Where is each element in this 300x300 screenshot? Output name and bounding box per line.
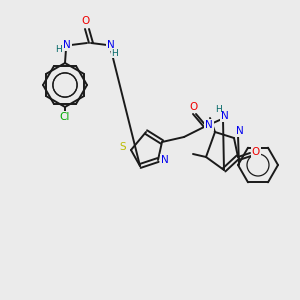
Text: N: N (221, 111, 229, 121)
Text: O: O (189, 102, 197, 112)
Text: N: N (161, 155, 169, 165)
Text: O: O (252, 147, 260, 157)
Text: O: O (189, 102, 197, 112)
Text: H: H (214, 104, 221, 113)
Text: N: N (236, 126, 244, 136)
Text: Cl: Cl (60, 112, 70, 122)
Text: S: S (120, 142, 126, 152)
Text: O: O (82, 16, 90, 26)
Text: O: O (82, 16, 90, 26)
Text: N: N (205, 120, 213, 130)
Text: N: N (161, 155, 169, 165)
Text: N: N (205, 120, 213, 130)
Text: H: H (112, 49, 118, 58)
Text: H: H (214, 104, 221, 113)
Text: N: N (63, 40, 71, 50)
Text: N: N (236, 126, 244, 136)
Text: N: N (221, 111, 229, 121)
Text: S: S (120, 142, 126, 152)
Text: N: N (107, 40, 115, 50)
Text: H: H (112, 49, 118, 58)
Text: O: O (252, 147, 260, 157)
Text: Cl: Cl (60, 112, 70, 122)
Text: N: N (107, 40, 115, 50)
Text: H: H (56, 46, 62, 55)
Text: H: H (56, 46, 62, 55)
Text: N: N (63, 40, 71, 50)
